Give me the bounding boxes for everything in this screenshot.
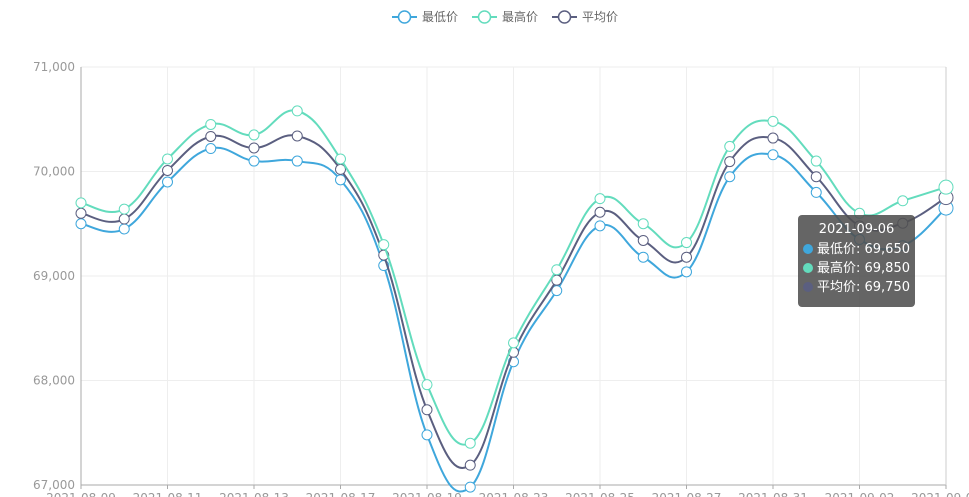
legend-item[interactable]: 最高价 [472,9,538,24]
data-point[interactable] [681,237,692,249]
tooltip-row-low: 最低价: 69,650 [798,240,915,259]
data-point[interactable] [767,149,779,161]
data-point[interactable] [810,155,822,167]
x-tick-label: 2021-08-25 [565,491,635,497]
chart-legend[interactable]: 最低价 最高价 平均价 [392,9,618,24]
data-point[interactable] [508,337,519,349]
data-point[interactable] [897,195,909,207]
tooltip-low-label: 最低价: 69,650 [817,242,910,257]
legend-marker [397,10,412,24]
x-tick-label: 2021-08-31 [738,491,808,497]
data-point[interactable] [767,115,779,127]
data-point[interactable] [118,213,130,225]
data-point[interactable] [291,155,303,167]
data-point[interactable] [724,140,736,152]
data-point[interactable] [205,130,217,142]
data-point[interactable] [291,130,303,142]
chart-axes: 67,000 68,000 69,000 70,000 71,000 2021-08-09… [33,60,969,497]
data-point[interactable] [681,251,692,263]
data-point[interactable] [291,105,303,117]
legend-marker [557,10,572,24]
data-point[interactable] [248,142,260,154]
data-point[interactable] [464,437,476,449]
data-point[interactable] [205,143,217,155]
data-point[interactable] [162,176,173,188]
x-tick-label: 2021-09-06 [911,491,969,497]
tooltip-dot-avg [803,282,813,292]
y-tick-label: 71,000 [33,60,75,74]
data-point[interactable] [335,153,346,165]
data-point[interactable] [724,171,736,183]
legend-label: 最低价 [422,10,458,24]
data-point[interactable] [551,264,563,276]
data-point[interactable] [594,193,606,205]
data-point[interactable] [724,156,736,168]
data-point[interactable] [594,220,606,232]
legend-item[interactable]: 最低价 [392,10,458,24]
data-point[interactable] [464,459,476,471]
data-point[interactable] [335,174,346,186]
data-point[interactable] [810,171,822,183]
tooltip-row-avg: 平均价: 69,750 [798,278,915,297]
x-tick-label: 2021-08-11 [133,491,203,497]
y-tick-label: 68,000 [33,374,75,388]
data-point[interactable] [205,118,217,130]
tooltip-row-high: 最高价: 69,850 [798,259,915,278]
data-point[interactable] [421,429,433,441]
legend-label: 最高价 [502,9,538,24]
y-tick-label: 70,000 [33,165,75,179]
tooltip-high-label: 最高价: 69,850 [817,261,910,276]
tooltip-dot-low [803,244,813,254]
chart-grid [81,66,946,485]
data-point[interactable] [75,218,87,230]
data-point[interactable] [637,218,649,230]
data-point[interactable] [118,223,130,235]
legend-marker [477,10,492,24]
tooltip-avg-label: 平均价: 69,750 [817,280,910,295]
data-point[interactable] [162,164,173,176]
x-tick-label: 2021-08-27 [652,491,722,497]
y-tick-label: 69,000 [33,269,75,283]
data-point[interactable] [594,206,606,218]
data-point[interactable] [637,234,649,246]
legend-item[interactable]: 平均价 [552,10,618,24]
tooltip-dot-high [803,263,813,273]
data-point[interactable] [767,132,779,144]
data-point[interactable] [681,266,692,278]
x-tick-label: 2021-08-09 [46,491,116,497]
x-tick-label: 2021-08-13 [219,491,289,497]
data-point[interactable] [248,155,260,167]
x-tick-label: 2021-08-17 [306,491,376,497]
data-point[interactable] [75,197,87,209]
data-point[interactable] [162,153,173,165]
series-line[interactable] [80,134,947,469]
series-group[interactable] [75,143,954,493]
data-point[interactable] [421,379,433,391]
legend-label: 平均价 [582,10,618,24]
data-point[interactable] [248,129,260,141]
data-point[interactable] [637,251,649,263]
data-point[interactable] [421,404,433,416]
data-point[interactable] [938,179,954,195]
data-point[interactable] [810,186,822,198]
chart-tooltip: 2021-09-06 最低价: 69,650 最高价: 69,850 平均价: … [798,215,915,307]
x-tick-label: 2021-09-02 [825,491,895,497]
series-line[interactable] [80,109,947,446]
x-tick-label: 2021-08-19 [392,491,462,497]
y-tick-label: 67,000 [33,478,75,492]
x-tick-label: 2021-08-23 [479,491,549,497]
tooltip-title: 2021-09-06 [818,222,895,237]
data-point[interactable] [464,481,476,493]
series-line[interactable] [80,146,947,493]
data-point[interactable] [75,207,87,219]
data-point[interactable] [118,203,130,215]
data-point[interactable] [378,239,390,251]
series-group[interactable] [75,105,954,449]
